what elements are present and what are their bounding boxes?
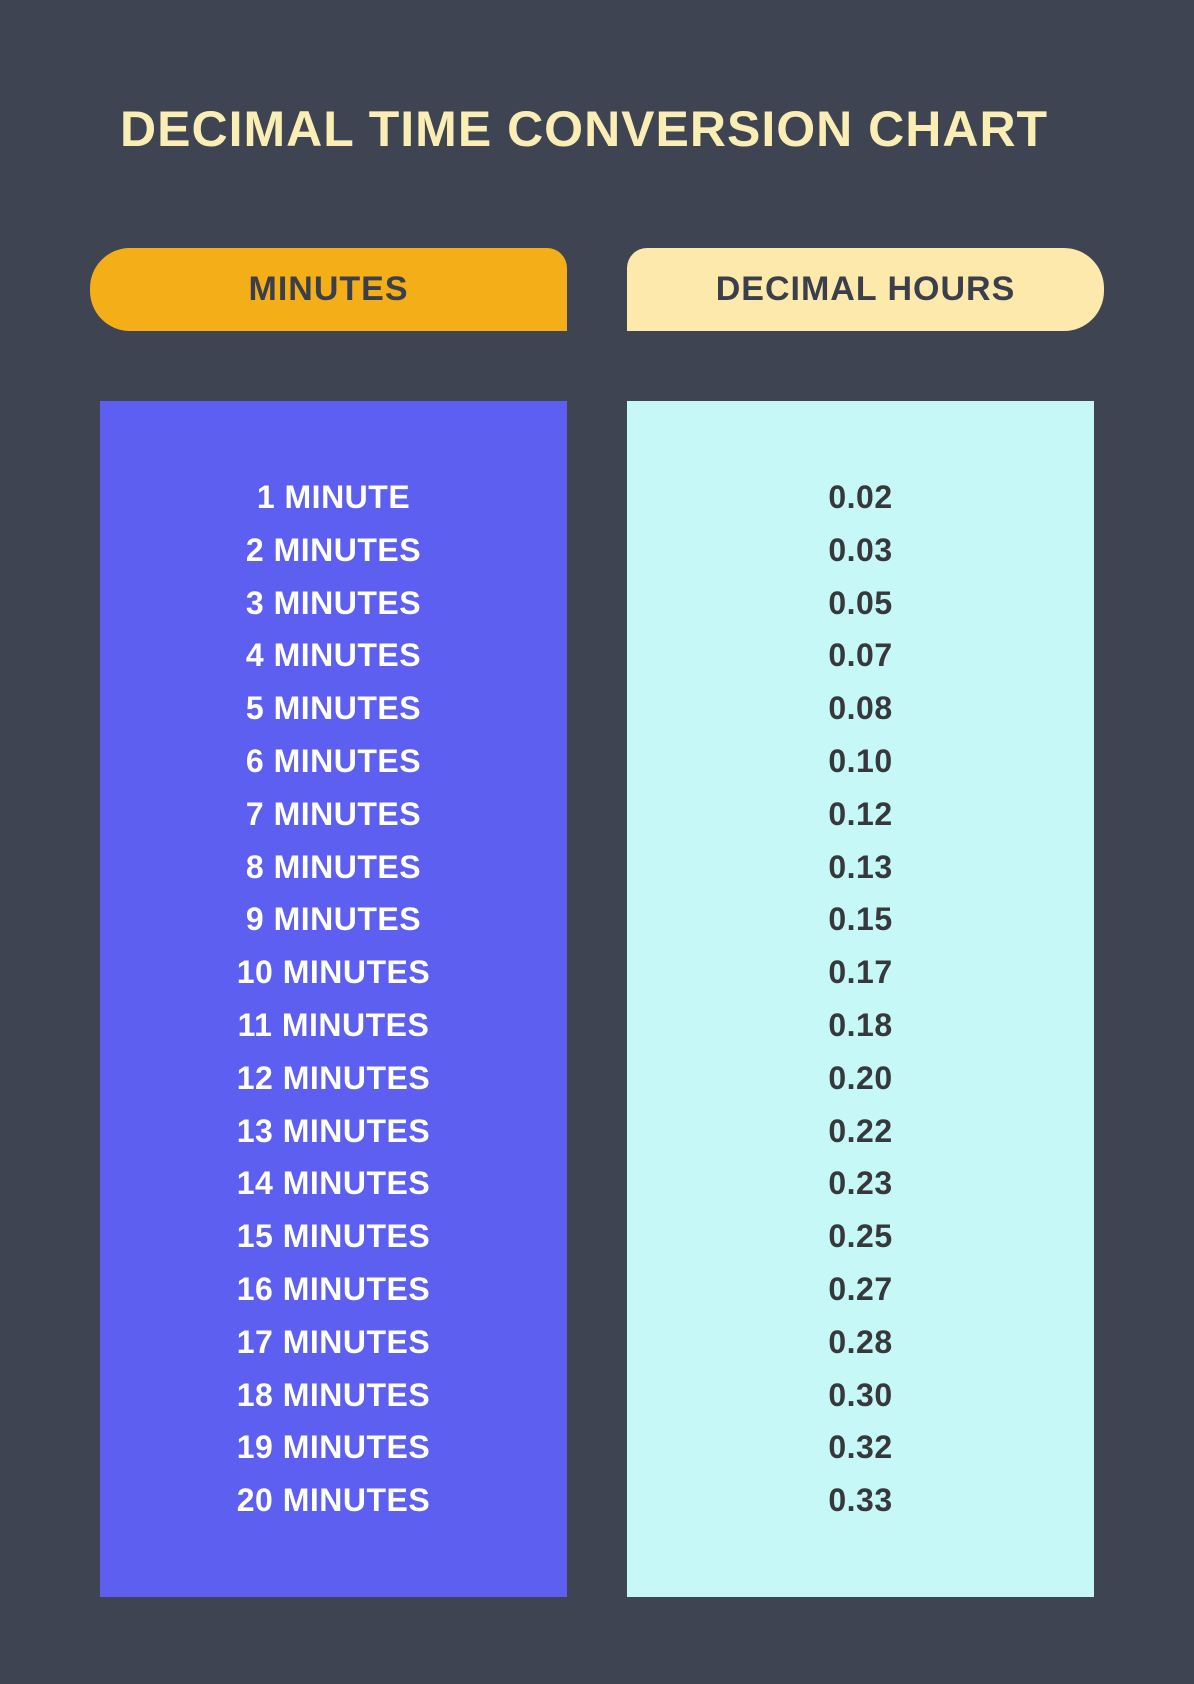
decimal-row: 0.22	[647, 1105, 1074, 1158]
decimal-row: 0.08	[647, 682, 1074, 735]
decimal-row: 0.15	[647, 893, 1074, 946]
decimal-row: 0.28	[647, 1316, 1074, 1369]
decimal-row: 0.25	[647, 1210, 1074, 1263]
minutes-row: 14 MINUTES	[120, 1157, 547, 1210]
header-minutes: MINUTES	[90, 248, 567, 331]
decimal-row: 0.18	[647, 999, 1074, 1052]
header-row: MINUTES DECIMAL HOURS	[90, 248, 1104, 331]
minutes-row: 8 MINUTES	[120, 841, 547, 894]
minutes-row: 5 MINUTES	[120, 682, 547, 735]
decimal-column: 0.020.030.050.070.080.100.120.130.150.17…	[627, 401, 1094, 1597]
minutes-row: 9 MINUTES	[120, 893, 547, 946]
minutes-row: 20 MINUTES	[120, 1474, 547, 1527]
decimal-row: 0.30	[647, 1369, 1074, 1422]
decimal-row: 0.27	[647, 1263, 1074, 1316]
minutes-column: 1 MINUTE2 MINUTES3 MINUTES4 MINUTES5 MIN…	[100, 401, 567, 1597]
minutes-row: 4 MINUTES	[120, 629, 547, 682]
decimal-row: 0.17	[647, 946, 1074, 999]
decimal-row: 0.05	[647, 577, 1074, 630]
minutes-row: 16 MINUTES	[120, 1263, 547, 1316]
minutes-row: 17 MINUTES	[120, 1316, 547, 1369]
minutes-row: 13 MINUTES	[120, 1105, 547, 1158]
decimal-row: 0.07	[647, 629, 1074, 682]
chart-title: DECIMAL TIME CONVERSION CHART	[120, 100, 1104, 158]
body-row: 1 MINUTE2 MINUTES3 MINUTES4 MINUTES5 MIN…	[90, 401, 1104, 1597]
minutes-row: 12 MINUTES	[120, 1052, 547, 1105]
header-decimal-hours: DECIMAL HOURS	[627, 248, 1104, 331]
decimal-row: 0.03	[647, 524, 1074, 577]
minutes-row: 11 MINUTES	[120, 999, 547, 1052]
minutes-row: 10 MINUTES	[120, 946, 547, 999]
decimal-row: 0.12	[647, 788, 1074, 841]
minutes-row: 7 MINUTES	[120, 788, 547, 841]
minutes-row: 18 MINUTES	[120, 1369, 547, 1422]
decimal-row: 0.13	[647, 841, 1074, 894]
minutes-row: 19 MINUTES	[120, 1421, 547, 1474]
minutes-row: 3 MINUTES	[120, 577, 547, 630]
decimal-row: 0.02	[647, 471, 1074, 524]
minutes-row: 15 MINUTES	[120, 1210, 547, 1263]
decimal-row: 0.23	[647, 1157, 1074, 1210]
minutes-row: 6 MINUTES	[120, 735, 547, 788]
decimal-row: 0.20	[647, 1052, 1074, 1105]
minutes-row: 2 MINUTES	[120, 524, 547, 577]
decimal-row: 0.10	[647, 735, 1074, 788]
minutes-row: 1 MINUTE	[120, 471, 547, 524]
decimal-row: 0.32	[647, 1421, 1074, 1474]
decimal-row: 0.33	[647, 1474, 1074, 1527]
